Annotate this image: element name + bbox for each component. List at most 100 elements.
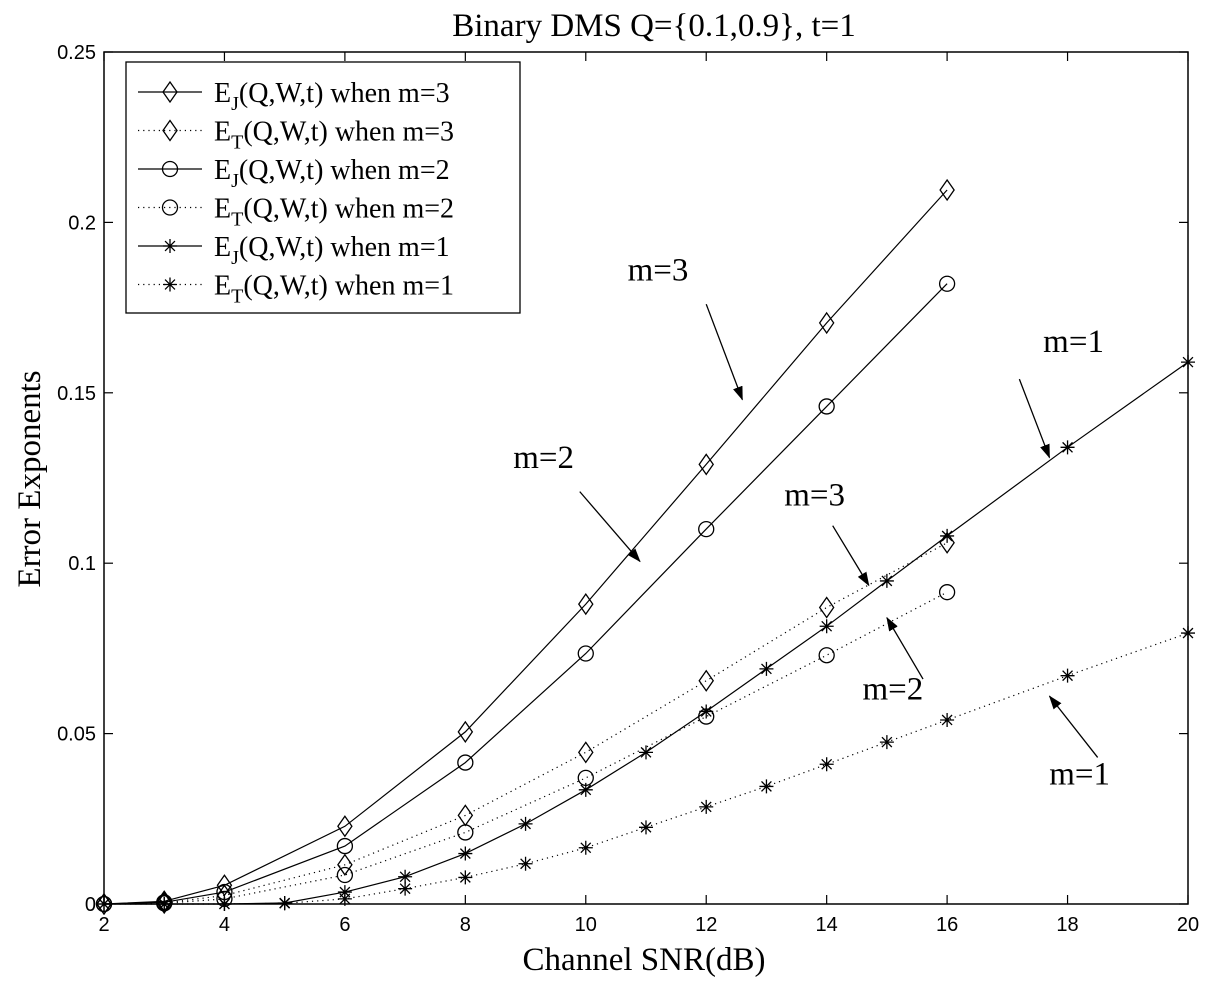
star-marker [157, 897, 172, 911]
star-marker [639, 820, 653, 835]
legend-entry-1: EJ(Q,W,t) when m=3 [138, 78, 450, 115]
annotation-label: m=1 [1043, 324, 1104, 360]
legend: EJ(Q,W,t) when m=3ET(Q,W,t) when m=3EJ(Q… [125, 61, 521, 314]
star-marker [699, 799, 714, 814]
diamond-marker [577, 741, 594, 764]
x-tick-label: 14 [816, 914, 838, 936]
x-tick-label: 6 [339, 914, 350, 936]
annotation-arrow [579, 491, 641, 563]
star-marker [819, 619, 834, 634]
star-marker [518, 816, 533, 831]
star-marker [1181, 355, 1195, 370]
star-marker [398, 869, 413, 884]
annotation-5: m=2 [863, 616, 924, 708]
axes: 2 4 6 8 10 12 14 16 18 20 0 0.05 0.1 0.15 0.2 0.25 [57, 42, 1199, 936]
diamond-marker [698, 669, 715, 692]
legend-entry-3: EJ(Q,W,t) when m=2 [138, 155, 450, 192]
annotation-3: m=1 [1018, 324, 1104, 459]
y-tick-label: 0.15 [57, 383, 96, 405]
star-marker [163, 277, 177, 292]
annotation-label: m=1 [1049, 757, 1110, 793]
star-marker [819, 757, 834, 772]
star-marker [1181, 626, 1195, 641]
legend-label: ET(Q,W,t) when m=2 [214, 194, 454, 231]
plot-area [103, 51, 1189, 905]
diamond-marker [96, 892, 112, 916]
annotations: m=3 m=2 m=1 m=3 m=2 m=1 [513, 252, 1110, 792]
circle-marker [336, 837, 354, 855]
annotation-arrow [705, 303, 743, 401]
star-marker [578, 782, 593, 797]
x-tick-label: 18 [1056, 914, 1078, 936]
star-marker [759, 661, 774, 676]
annotation-arrow [1018, 378, 1051, 459]
y-tick-label: 0.2 [68, 212, 96, 234]
legend-label: EJ(Q,W,t) when m=2 [214, 155, 450, 192]
diamond-marker [818, 596, 835, 619]
annotation-label: m=2 [863, 672, 924, 708]
circle-marker [336, 866, 354, 884]
y-tick-label: 0 [85, 894, 96, 916]
star-marker [458, 870, 473, 885]
series-layer [95, 178, 1195, 916]
circle-marker [818, 398, 835, 415]
x-tick-label: 12 [695, 914, 717, 936]
diamond-marker [337, 853, 353, 876]
circle-marker [938, 584, 956, 601]
star-marker [217, 897, 232, 911]
annotation-1: m=3 [628, 252, 743, 401]
star-marker [337, 891, 352, 906]
annotation-2: m=2 [513, 440, 641, 563]
circle-marker [938, 275, 956, 292]
legend-label: ET(Q,W,t) when m=1 [214, 271, 454, 308]
annotation-label: m=3 [628, 252, 689, 288]
series-line [103, 283, 948, 905]
star-marker [699, 704, 714, 719]
legend-entry-5: EJ(Q,W,t) when m=1 [138, 232, 450, 269]
star-marker [163, 239, 177, 253]
star-marker [879, 573, 894, 588]
x-tick-label: 10 [575, 914, 597, 936]
annotation-6: m=1 [1048, 695, 1110, 793]
series-line [103, 542, 948, 905]
star-marker [879, 735, 894, 750]
annotation-label: m=2 [513, 440, 574, 476]
star-marker [578, 840, 593, 855]
series-line [103, 591, 948, 905]
diamond-marker [337, 815, 353, 838]
star-marker [458, 846, 473, 861]
star-marker [940, 528, 955, 543]
star-marker [398, 881, 413, 896]
x-tick-label: 4 [219, 914, 230, 936]
star-marker [759, 779, 774, 794]
diamond-marker [457, 720, 474, 744]
star-marker [639, 745, 653, 760]
series-6 [97, 626, 1195, 911]
star-marker [1060, 668, 1075, 683]
series-3 [95, 275, 956, 913]
star-marker [518, 856, 533, 871]
star-marker [97, 897, 111, 911]
series-line [104, 632, 1189, 905]
legend-label: EJ(Q,W,t) when m=1 [214, 232, 450, 269]
diamond-marker [216, 874, 233, 897]
circle-marker [161, 160, 179, 178]
annotation-4: m=3 [784, 477, 870, 587]
circle-marker [577, 645, 594, 662]
diamond-marker [698, 453, 715, 476]
circle-marker [161, 199, 179, 216]
x-tick-label: 8 [460, 914, 471, 936]
legend-label: ET(Q,W,t) when m=3 [214, 117, 454, 154]
circle-marker [457, 824, 474, 841]
y-axis-label: Error Exponents [12, 370, 48, 587]
circle-marker [698, 520, 715, 538]
legend-label: EJ(Q,W,t) when m=3 [214, 78, 450, 115]
star-marker [1060, 440, 1075, 455]
x-axis-label: Channel SNR(dB) [523, 942, 766, 978]
legend-entry-2: ET(Q,W,t) when m=3 [138, 117, 454, 154]
y-tick-label: 0.05 [57, 724, 96, 746]
series-line [103, 189, 948, 905]
x-tick-label: 20 [1177, 914, 1199, 936]
chart-title: Binary DMS Q={0.1,0.9}, t=1 [452, 8, 856, 44]
annotation-arrow [886, 616, 924, 680]
